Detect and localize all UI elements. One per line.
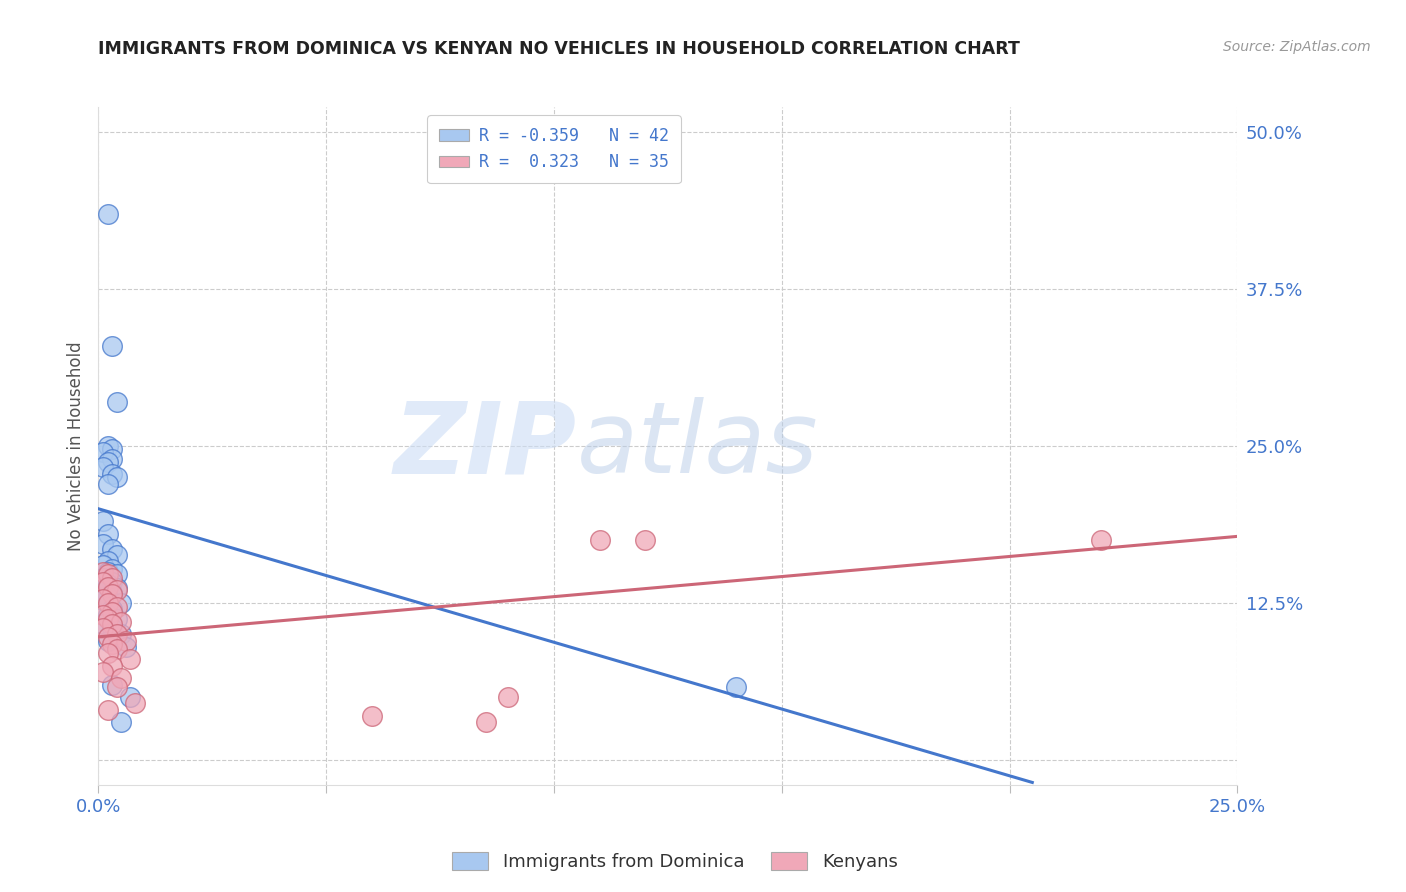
Point [498, 690, 520, 704]
Point [114, 640, 136, 654]
Point [101, 451, 124, 466]
Point [101, 621, 124, 635]
Point [91, 571, 114, 585]
Point [101, 677, 124, 691]
Point [91, 537, 114, 551]
Point [96, 612, 118, 626]
Point [96, 207, 118, 221]
Point [101, 541, 124, 556]
Point [101, 442, 124, 456]
Text: ZIP: ZIP [394, 398, 576, 494]
Point [91, 565, 114, 579]
Point [101, 586, 124, 600]
Point [96, 596, 118, 610]
Point [110, 615, 132, 629]
Point [110, 715, 132, 730]
Point [105, 395, 128, 409]
Point [96, 567, 118, 582]
Point [91, 592, 114, 607]
Point [96, 554, 118, 568]
Point [105, 548, 128, 562]
Point [91, 617, 114, 632]
Point [105, 470, 128, 484]
Point [96, 630, 118, 644]
Point [101, 617, 124, 632]
Point [91, 608, 114, 623]
Point [124, 697, 146, 711]
Point [101, 467, 124, 481]
Point [120, 690, 142, 704]
Point [105, 642, 128, 657]
Point [96, 608, 118, 623]
Point [96, 476, 118, 491]
Text: atlas: atlas [576, 398, 818, 494]
Point [101, 605, 124, 619]
Point [105, 627, 128, 641]
Point [105, 581, 128, 595]
Point [634, 533, 657, 548]
Point [101, 562, 124, 576]
Point [101, 571, 124, 585]
Point [101, 637, 124, 651]
Legend: R = -0.359   N = 42, R =  0.323   N = 35: R = -0.359 N = 42, R = 0.323 N = 35 [427, 115, 681, 183]
Point [96, 590, 118, 604]
Point [96, 577, 118, 591]
Point [110, 596, 132, 610]
Point [96, 527, 118, 541]
Point [114, 633, 136, 648]
Point [96, 455, 118, 469]
Point [105, 680, 128, 694]
Point [105, 599, 128, 614]
Point [101, 338, 124, 352]
Point [588, 533, 610, 548]
Point [96, 439, 118, 453]
Point [96, 580, 118, 594]
Point [91, 514, 114, 528]
Point [110, 671, 132, 685]
Point [91, 558, 114, 573]
Point [725, 680, 748, 694]
Point [101, 574, 124, 589]
Point [91, 445, 114, 459]
Point [101, 587, 124, 601]
Point [101, 658, 124, 673]
Point [91, 665, 114, 679]
Y-axis label: No Vehicles in Household: No Vehicles in Household [67, 341, 86, 551]
Point [105, 612, 128, 626]
Point [91, 621, 114, 635]
Point [91, 460, 114, 475]
Point [91, 593, 114, 607]
Point [91, 574, 114, 589]
Point [96, 633, 118, 648]
Legend: Immigrants from Dominica, Kenyans: Immigrants from Dominica, Kenyans [444, 845, 905, 879]
Text: Source: ZipAtlas.com: Source: ZipAtlas.com [1223, 40, 1371, 54]
Point [96, 703, 118, 717]
Text: IMMIGRANTS FROM DOMINICA VS KENYAN NO VEHICLES IN HOUSEHOLD CORRELATION CHART: IMMIGRANTS FROM DOMINICA VS KENYAN NO VE… [98, 40, 1021, 58]
Point [96, 646, 118, 660]
Point [101, 602, 124, 616]
Point [96, 565, 118, 579]
Point [1090, 533, 1112, 548]
Point [110, 627, 132, 641]
Point [105, 567, 128, 582]
Point [105, 583, 128, 598]
Point [120, 652, 142, 666]
Point [360, 709, 382, 723]
Point [474, 715, 496, 730]
